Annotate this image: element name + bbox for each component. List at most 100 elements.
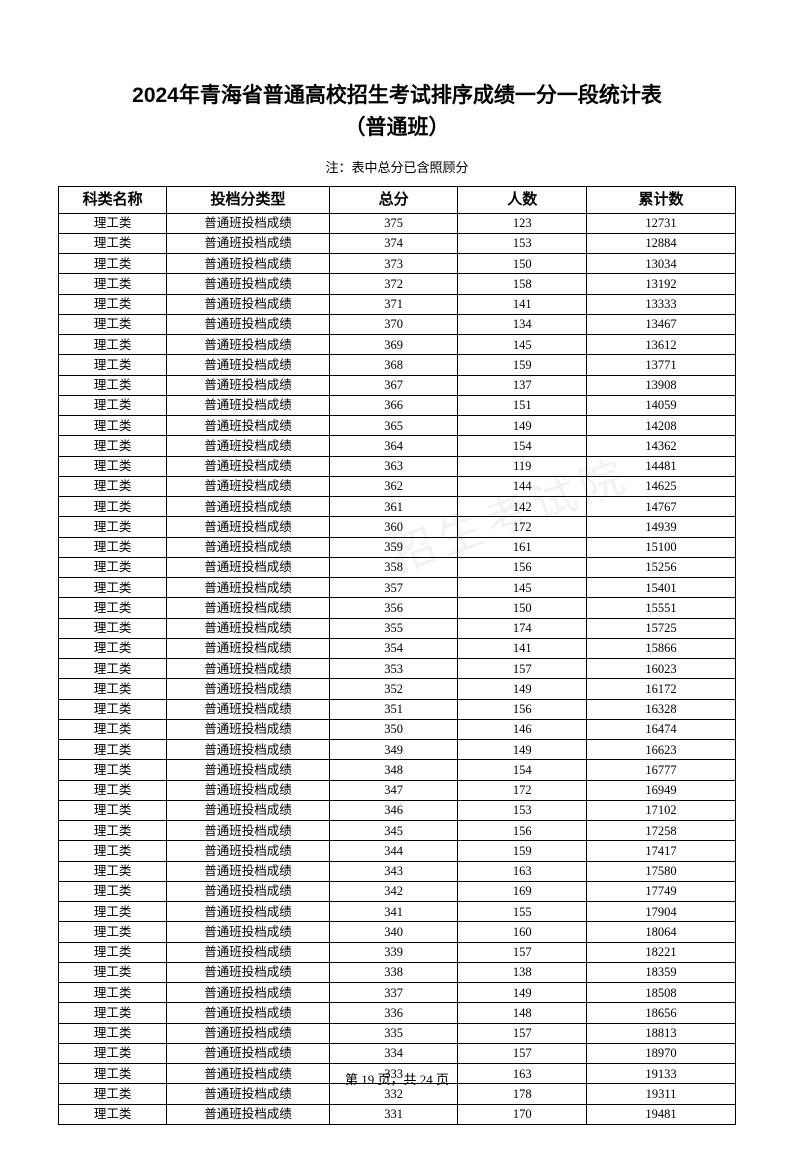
table-row: 理工类普通班投档成绩37315013034 [59, 254, 736, 274]
cell-score: 374 [329, 233, 458, 253]
cell-type: 普通班投档成绩 [167, 780, 329, 800]
cell-count: 145 [458, 335, 587, 355]
cell-cum: 14059 [587, 395, 736, 415]
cell-count: 138 [458, 962, 587, 982]
cell-category: 理工类 [59, 659, 167, 679]
cell-score: 340 [329, 922, 458, 942]
cell-type: 普通班投档成绩 [167, 902, 329, 922]
cell-category: 理工类 [59, 760, 167, 780]
cell-cum: 12731 [587, 213, 736, 233]
cell-cum: 18508 [587, 983, 736, 1003]
cell-category: 理工类 [59, 578, 167, 598]
cell-type: 普通班投档成绩 [167, 436, 329, 456]
cell-cum: 12884 [587, 233, 736, 253]
table-row: 理工类普通班投档成绩35315716023 [59, 659, 736, 679]
cell-score: 337 [329, 983, 458, 1003]
cell-category: 理工类 [59, 699, 167, 719]
cell-type: 普通班投档成绩 [167, 537, 329, 557]
cell-type: 普通班投档成绩 [167, 375, 329, 395]
cell-type: 普通班投档成绩 [167, 983, 329, 1003]
cell-cum: 18656 [587, 1003, 736, 1023]
table-row: 理工类普通班投档成绩36114214767 [59, 497, 736, 517]
cell-score: 339 [329, 942, 458, 962]
cell-type: 普通班投档成绩 [167, 335, 329, 355]
page-footer: 第 19 页，共 24 页 [0, 1069, 794, 1088]
cell-count: 137 [458, 375, 587, 395]
cell-score: 365 [329, 416, 458, 436]
cell-type: 普通班投档成绩 [167, 861, 329, 881]
cell-cum: 14362 [587, 436, 736, 456]
cell-count: 150 [458, 254, 587, 274]
cell-count: 141 [458, 294, 587, 314]
cell-score: 371 [329, 294, 458, 314]
cell-count: 149 [458, 983, 587, 1003]
table-row: 理工类普通班投档成绩36514914208 [59, 416, 736, 436]
cell-count: 154 [458, 436, 587, 456]
cell-cum: 16328 [587, 699, 736, 719]
cell-category: 理工类 [59, 983, 167, 1003]
cell-score: 350 [329, 719, 458, 739]
cell-category: 理工类 [59, 618, 167, 638]
cell-category: 理工类 [59, 780, 167, 800]
cell-count: 156 [458, 699, 587, 719]
table-row: 理工类普通班投档成绩33117019481 [59, 1104, 736, 1124]
table-row: 理工类普通班投档成绩36214414625 [59, 476, 736, 496]
table-row: 理工类普通班投档成绩35014616474 [59, 719, 736, 739]
cell-cum: 18064 [587, 922, 736, 942]
cell-score: 366 [329, 395, 458, 415]
table-row: 理工类普通班投档成绩34515617258 [59, 821, 736, 841]
cell-type: 普通班投档成绩 [167, 942, 329, 962]
cell-count: 148 [458, 1003, 587, 1023]
cell-cum: 17749 [587, 881, 736, 901]
col-header-category: 科类名称 [59, 187, 167, 214]
table-row: 理工类普通班投档成绩35115616328 [59, 699, 736, 719]
cell-type: 普通班投档成绩 [167, 618, 329, 638]
cell-score: 357 [329, 578, 458, 598]
cell-category: 理工类 [59, 517, 167, 537]
cell-count: 149 [458, 679, 587, 699]
cell-type: 普通班投档成绩 [167, 476, 329, 496]
cell-cum: 16623 [587, 740, 736, 760]
table-row: 理工类普通班投档成绩33415718970 [59, 1043, 736, 1063]
table-row: 理工类普通班投档成绩34115517904 [59, 902, 736, 922]
table-row: 理工类普通班投档成绩34914916623 [59, 740, 736, 760]
cell-category: 理工类 [59, 1104, 167, 1124]
cell-score: 367 [329, 375, 458, 395]
cell-category: 理工类 [59, 800, 167, 820]
table-row: 理工类普通班投档成绩36017214939 [59, 517, 736, 537]
cell-type: 普通班投档成绩 [167, 456, 329, 476]
cell-type: 普通班投档成绩 [167, 233, 329, 253]
cell-score: 373 [329, 254, 458, 274]
cell-count: 145 [458, 578, 587, 598]
cell-category: 理工类 [59, 881, 167, 901]
cell-type: 普通班投档成绩 [167, 578, 329, 598]
cell-count: 157 [458, 659, 587, 679]
table-row: 理工类普通班投档成绩33515718813 [59, 1023, 736, 1043]
table-row: 理工类普通班投档成绩36311914481 [59, 456, 736, 476]
cell-cum: 17102 [587, 800, 736, 820]
cell-score: 348 [329, 760, 458, 780]
cell-score: 362 [329, 476, 458, 496]
col-header-cum: 累计数 [587, 187, 736, 214]
cell-type: 普通班投档成绩 [167, 800, 329, 820]
cell-category: 理工类 [59, 740, 167, 760]
cell-score: 346 [329, 800, 458, 820]
cell-count: 161 [458, 537, 587, 557]
cell-category: 理工类 [59, 1023, 167, 1043]
cell-category: 理工类 [59, 719, 167, 739]
cell-category: 理工类 [59, 416, 167, 436]
cell-category: 理工类 [59, 476, 167, 496]
table-row: 理工类普通班投档成绩35414115866 [59, 638, 736, 658]
cell-count: 153 [458, 233, 587, 253]
cell-score: 363 [329, 456, 458, 476]
cell-category: 理工类 [59, 861, 167, 881]
table-row: 理工类普通班投档成绩35815615256 [59, 557, 736, 577]
cell-score: 370 [329, 314, 458, 334]
table-row: 理工类普通班投档成绩34717216949 [59, 780, 736, 800]
cell-count: 146 [458, 719, 587, 739]
cell-type: 普通班投档成绩 [167, 719, 329, 739]
cell-category: 理工类 [59, 962, 167, 982]
page-title: 2024年青海省普通高校招生考试排序成绩一分一段统计表 （普通班） [58, 80, 736, 143]
cell-cum: 16023 [587, 659, 736, 679]
cell-score: 372 [329, 274, 458, 294]
